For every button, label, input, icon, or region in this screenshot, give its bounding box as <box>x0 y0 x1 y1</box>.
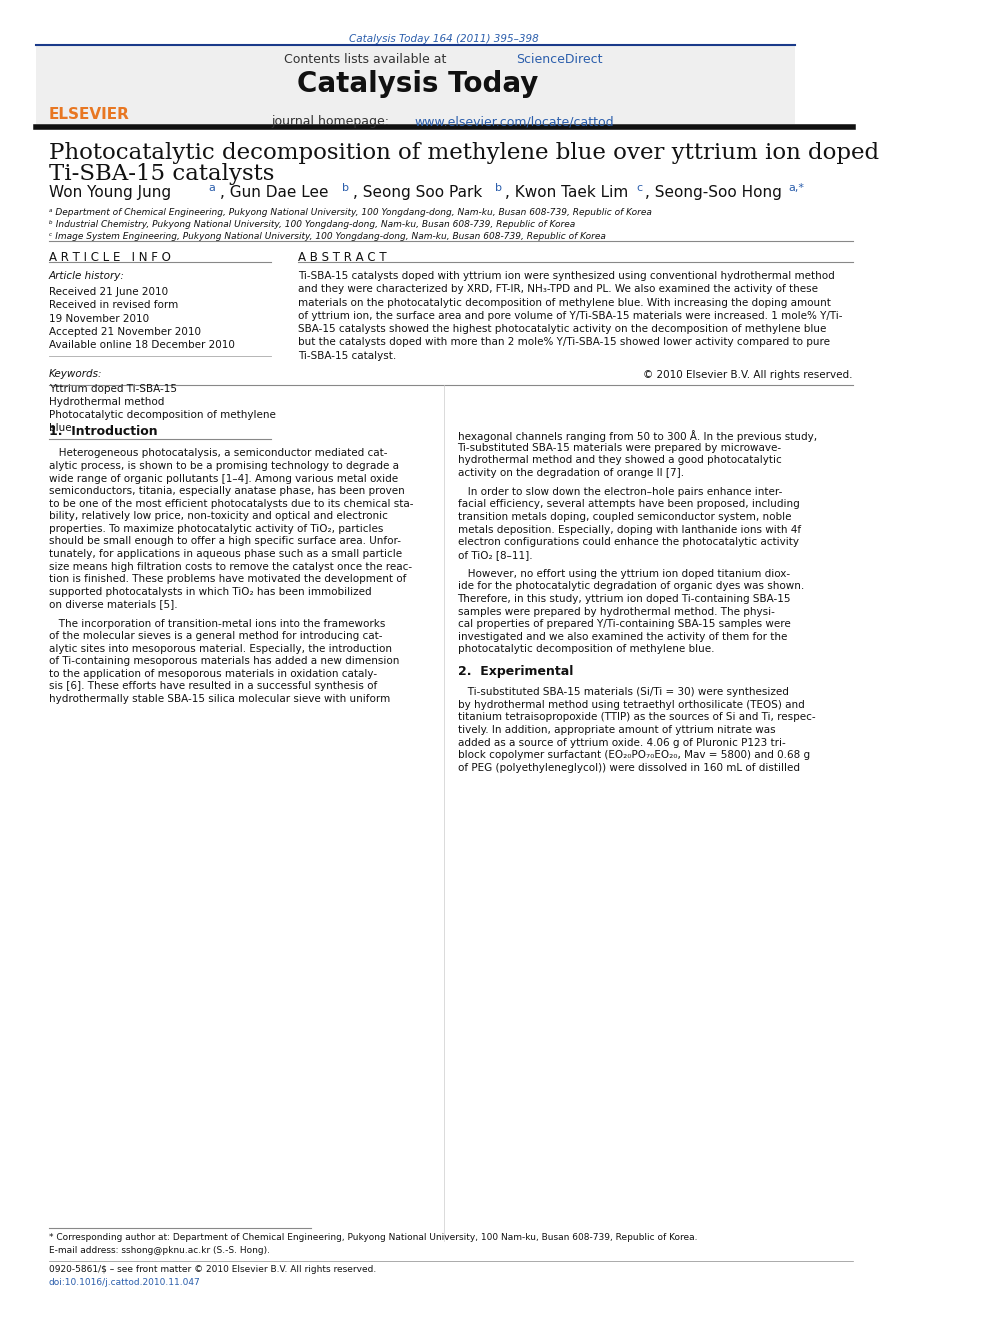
Text: , Seong-Soo Hong: , Seong-Soo Hong <box>645 185 782 200</box>
Text: Keywords:: Keywords: <box>49 369 102 380</box>
Text: hydrothermally stable SBA-15 silica molecular sieve with uniform: hydrothermally stable SBA-15 silica mole… <box>49 693 390 704</box>
Text: * Corresponding author at: Department of Chemical Engineering, Pukyong National : * Corresponding author at: Department of… <box>49 1233 697 1242</box>
Text: 1.  Introduction: 1. Introduction <box>49 425 158 438</box>
Text: Heterogeneous photocatalysis, a semiconductor mediated cat-: Heterogeneous photocatalysis, a semicond… <box>49 448 387 459</box>
Text: b: b <box>495 183 502 193</box>
Text: b: b <box>342 183 349 193</box>
Text: added as a source of yttrium oxide. 4.06 g of Pluronic P123 tri-: added as a source of yttrium oxide. 4.06… <box>457 737 786 747</box>
Text: by hydrothermal method using tetraethyl orthosilicate (TEOS) and: by hydrothermal method using tetraethyl … <box>457 700 805 710</box>
Text: ᵇ Industrial Chemistry, Pukyong National University, 100 Yongdang-dong, Nam-ku, : ᵇ Industrial Chemistry, Pukyong National… <box>49 220 575 229</box>
Text: tion is finished. These problems have motivated the development of: tion is finished. These problems have mo… <box>49 574 407 585</box>
Text: investigated and we also examined the activity of them for the: investigated and we also examined the ac… <box>457 631 787 642</box>
Text: 2.  Experimental: 2. Experimental <box>457 664 573 677</box>
Text: Ti-SBA-15 catalysts doped with yttrium ion were synthesized using conventional h: Ti-SBA-15 catalysts doped with yttrium i… <box>298 271 834 282</box>
Text: Ti-substituted SBA-15 materials were prepared by microwave-: Ti-substituted SBA-15 materials were pre… <box>457 442 782 452</box>
Text: Contents lists available at: Contents lists available at <box>285 53 450 66</box>
Text: transition metals doping, coupled semiconductor system, noble: transition metals doping, coupled semico… <box>457 512 791 523</box>
Text: supported photocatalysts in which TiO₂ has been immobilized: supported photocatalysts in which TiO₂ h… <box>49 586 371 597</box>
Text: Article history:: Article history: <box>49 271 125 282</box>
Text: Ti-substituted SBA-15 materials (Si/Ti = 30) were synthesized: Ti-substituted SBA-15 materials (Si/Ti =… <box>457 687 789 697</box>
Text: wide range of organic pollutants [1–4]. Among various metal oxide: wide range of organic pollutants [1–4]. … <box>49 474 398 484</box>
Text: doi:10.1016/j.cattod.2010.11.047: doi:10.1016/j.cattod.2010.11.047 <box>49 1278 200 1287</box>
Text: of PEG (polyethyleneglycol)) were dissolved in 160 mL of distilled: of PEG (polyethyleneglycol)) were dissol… <box>457 762 800 773</box>
Text: SBA-15 catalysts showed the highest photocatalytic activity on the decomposition: SBA-15 catalysts showed the highest phot… <box>298 324 826 335</box>
Text: journal homepage:: journal homepage: <box>271 115 393 128</box>
Text: to be one of the most efficient photocatalysts due to its chemical sta-: to be one of the most efficient photocat… <box>49 499 414 509</box>
Text: block copolymer surfactant (EO₂₀PO₇₀EO₂₀, Mav = 5800) and 0.68 g: block copolymer surfactant (EO₂₀PO₇₀EO₂₀… <box>457 750 809 761</box>
Text: activity on the degradation of orange II [7].: activity on the degradation of orange II… <box>457 467 683 478</box>
Text: bility, relatively low price, non-toxicity and optical and electronic: bility, relatively low price, non-toxici… <box>49 511 388 521</box>
Text: ᶜ Image System Engineering, Pukyong National University, 100 Yongdang-dong, Nam-: ᶜ Image System Engineering, Pukyong Nati… <box>49 232 606 241</box>
Text: sis [6]. These efforts have resulted in a successful synthesis of: sis [6]. These efforts have resulted in … <box>49 681 377 692</box>
Text: Ti-SBA-15 catalyst.: Ti-SBA-15 catalyst. <box>298 351 396 361</box>
Text: blue: blue <box>49 423 71 434</box>
Text: samples were prepared by hydrothermal method. The physi-: samples were prepared by hydrothermal me… <box>457 606 775 617</box>
Text: facial efficiency, several attempts have been proposed, including: facial efficiency, several attempts have… <box>457 499 800 509</box>
Text: However, no effort using the yttrium ion doped titanium diox-: However, no effort using the yttrium ion… <box>457 569 790 579</box>
Text: ScienceDirect: ScienceDirect <box>516 53 603 66</box>
Text: a: a <box>208 183 214 193</box>
Text: hexagonal channels ranging from 50 to 300 Å. In the previous study,: hexagonal channels ranging from 50 to 30… <box>457 430 816 442</box>
Text: hydrothermal method and they showed a good photocatalytic: hydrothermal method and they showed a go… <box>457 455 782 466</box>
Text: In order to slow down the electron–hole pairs enhance inter-: In order to slow down the electron–hole … <box>457 487 782 497</box>
Text: Hydrothermal method: Hydrothermal method <box>49 397 165 407</box>
Text: Available online 18 December 2010: Available online 18 December 2010 <box>49 340 235 351</box>
Text: photocatalytic decomposition of methylene blue.: photocatalytic decomposition of methylen… <box>457 644 714 655</box>
Text: materials on the photocatalytic decomposition of methylene blue. With increasing: materials on the photocatalytic decompos… <box>298 298 830 308</box>
Text: c: c <box>636 183 642 193</box>
Text: A R T I C L E   I N F O: A R T I C L E I N F O <box>49 251 171 265</box>
Text: Photocatalytic decomposition of methylene blue over yttrium ion doped: Photocatalytic decomposition of methylen… <box>49 142 879 164</box>
Text: titanium tetraisopropoxide (TTIP) as the sources of Si and Ti, respec-: titanium tetraisopropoxide (TTIP) as the… <box>457 712 815 722</box>
Text: electron configurations could enhance the photocatalytic activity: electron configurations could enhance th… <box>457 537 799 548</box>
Text: of yttrium ion, the surface area and pore volume of Y/Ti-SBA-15 materials were i: of yttrium ion, the surface area and por… <box>298 311 842 321</box>
Text: Ti-SBA-15 catalysts: Ti-SBA-15 catalysts <box>49 163 274 185</box>
Text: Received in revised form: Received in revised form <box>49 300 179 311</box>
Text: tively. In addition, appropriate amount of yttrium nitrate was: tively. In addition, appropriate amount … <box>457 725 775 736</box>
Text: alytic process, is shown to be a promising technology to degrade a: alytic process, is shown to be a promisi… <box>49 462 399 471</box>
Text: A B S T R A C T: A B S T R A C T <box>298 251 386 265</box>
Text: Photocatalytic decomposition of methylene: Photocatalytic decomposition of methylen… <box>49 410 276 421</box>
Text: ide for the photocatalytic degradation of organic dyes was shown.: ide for the photocatalytic degradation o… <box>457 581 804 591</box>
Text: Received 21 June 2010: Received 21 June 2010 <box>49 287 168 298</box>
Text: size means high filtration costs to remove the catalyst once the reac-: size means high filtration costs to remo… <box>49 561 412 572</box>
FancyBboxPatch shape <box>36 45 796 124</box>
Text: properties. To maximize photocatalytic activity of TiO₂, particles: properties. To maximize photocatalytic a… <box>49 524 383 534</box>
Text: E-mail address: sshong@pknu.ac.kr (S.-S. Hong).: E-mail address: sshong@pknu.ac.kr (S.-S.… <box>49 1246 270 1256</box>
Text: a,*: a,* <box>788 183 804 193</box>
Text: 19 November 2010: 19 November 2010 <box>49 314 149 324</box>
Text: of TiO₂ [8–11].: of TiO₂ [8–11]. <box>457 549 532 560</box>
Text: Accepted 21 November 2010: Accepted 21 November 2010 <box>49 327 200 337</box>
Text: ᵃ Department of Chemical Engineering, Pukyong National University, 100 Yongdang-: ᵃ Department of Chemical Engineering, Pu… <box>49 208 652 217</box>
Text: alytic sites into mesoporous material. Especially, the introduction: alytic sites into mesoporous material. E… <box>49 643 392 654</box>
Text: of the molecular sieves is a general method for introducing cat-: of the molecular sieves is a general met… <box>49 631 382 642</box>
Text: cal properties of prepared Y/Ti-containing SBA-15 samples were: cal properties of prepared Y/Ti-containi… <box>457 619 791 630</box>
Text: , Kwon Taek Lim: , Kwon Taek Lim <box>505 185 628 200</box>
Text: Catalysis Today: Catalysis Today <box>297 70 539 98</box>
Text: Therefore, in this study, yttrium ion doped Ti-containing SBA-15: Therefore, in this study, yttrium ion do… <box>457 594 791 605</box>
Text: ELSEVIER: ELSEVIER <box>49 107 130 122</box>
Text: semiconductors, titania, especially anatase phase, has been proven: semiconductors, titania, especially anat… <box>49 486 405 496</box>
Text: Yttrium doped Ti-SBA-15: Yttrium doped Ti-SBA-15 <box>49 384 177 394</box>
Text: www.elsevier.com/locate/cattod: www.elsevier.com/locate/cattod <box>415 115 614 128</box>
Text: on diverse materials [5].: on diverse materials [5]. <box>49 599 178 610</box>
Text: , Gun Dae Lee: , Gun Dae Lee <box>220 185 328 200</box>
Text: © 2010 Elsevier B.V. All rights reserved.: © 2010 Elsevier B.V. All rights reserved… <box>644 370 853 381</box>
Text: to the application of mesoporous materials in oxidation cataly-: to the application of mesoporous materia… <box>49 668 377 679</box>
Text: and they were characterized by XRD, FT-IR, NH₃-TPD and PL. We also examined the : and they were characterized by XRD, FT-I… <box>298 284 817 295</box>
Text: tunately, for applications in aqueous phase such as a small particle: tunately, for applications in aqueous ph… <box>49 549 402 560</box>
Text: of Ti-containing mesoporous materials has added a new dimension: of Ti-containing mesoporous materials ha… <box>49 656 399 667</box>
Text: , Seong Soo Park: , Seong Soo Park <box>353 185 482 200</box>
Text: metals deposition. Especially, doping with lanthanide ions with 4f: metals deposition. Especially, doping wi… <box>457 524 801 534</box>
Text: The incorporation of transition-metal ions into the frameworks: The incorporation of transition-metal io… <box>49 618 385 628</box>
Text: 0920-5861/$ – see front matter © 2010 Elsevier B.V. All rights reserved.: 0920-5861/$ – see front matter © 2010 El… <box>49 1265 376 1274</box>
Text: Catalysis Today 164 (2011) 395–398: Catalysis Today 164 (2011) 395–398 <box>349 34 539 45</box>
Text: Won Young Jung: Won Young Jung <box>49 185 171 200</box>
Text: should be small enough to offer a high specific surface area. Unfor-: should be small enough to offer a high s… <box>49 536 401 546</box>
Text: but the catalysts doped with more than 2 mole% Y/Ti-SBA-15 showed lower activity: but the catalysts doped with more than 2… <box>298 337 829 348</box>
